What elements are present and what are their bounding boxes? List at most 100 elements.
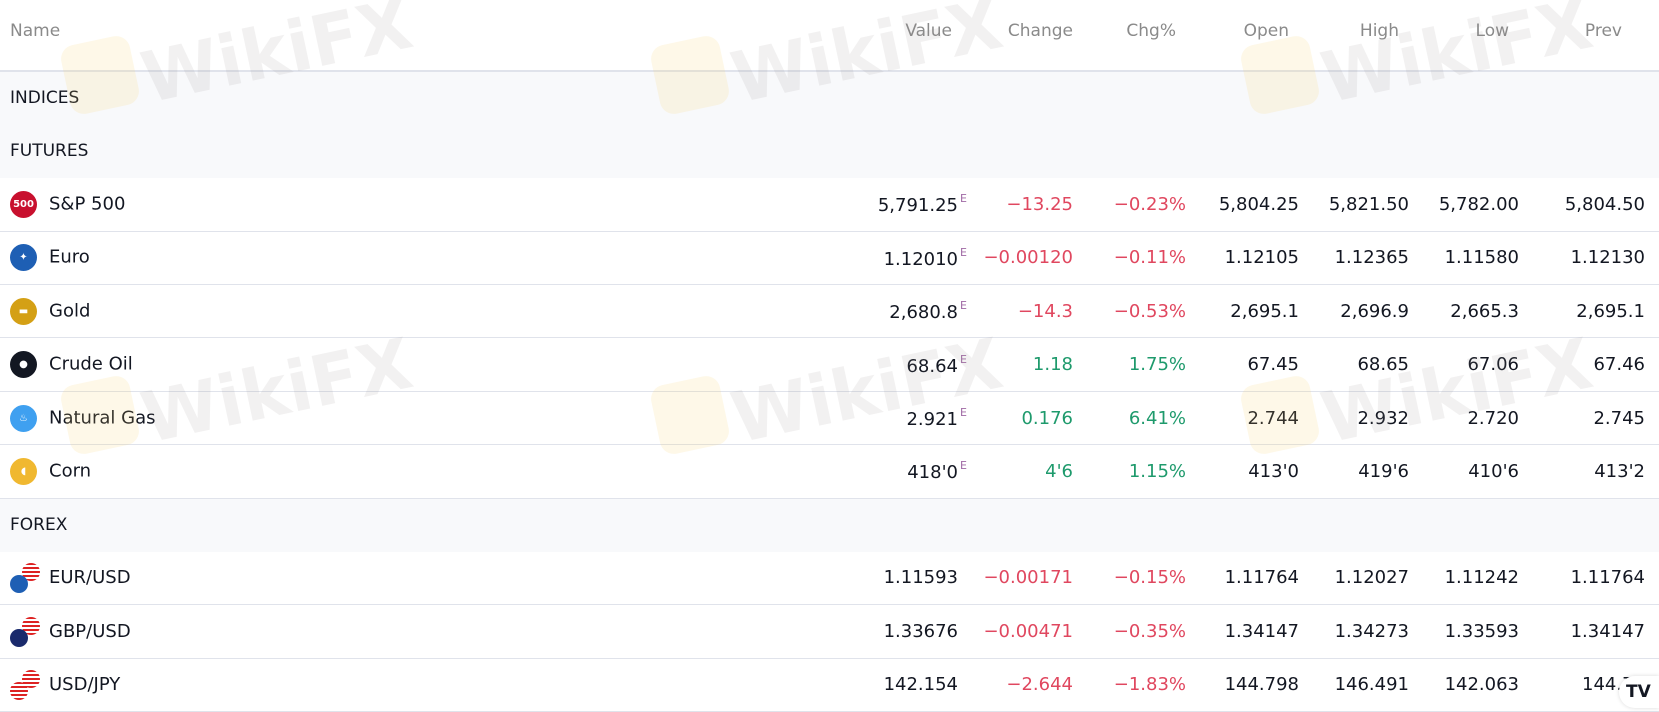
- col-value[interactable]: Value: [780, 0, 970, 72]
- value-cell: 418'0 E: [780, 444, 970, 499]
- col-open[interactable]: Open: [1196, 0, 1308, 72]
- high-cell: 68.65: [1308, 337, 1420, 392]
- symbol-cell[interactable]: EUR/USD: [0, 551, 780, 606]
- watermark-logo: [1238, 33, 1322, 117]
- symbol-name[interactable]: EUR/USD: [49, 566, 131, 588]
- table-row[interactable]: ● Crude Oil 68.64 E 1.18 1.75% 67.45 68.65…: [0, 337, 1659, 392]
- table-row[interactable]: ✦ Euro 1.12010 E −0.00120 −0.11% 1.12105 1…: [0, 231, 1659, 286]
- col-change[interactable]: Change: [970, 0, 1082, 72]
- symbol-name[interactable]: Gold: [49, 300, 91, 322]
- high-cell: 5,821.50: [1308, 177, 1420, 232]
- flame-icon: ♨: [10, 404, 37, 432]
- symbol-name[interactable]: USD/JPY: [49, 673, 121, 695]
- value-cell: 2,680.8 E: [780, 284, 970, 339]
- prev-cell: 1.11764: [1532, 551, 1659, 606]
- value-cell: 1.11593: [780, 551, 970, 606]
- gold-icon: ▬: [10, 297, 37, 325]
- symbol-cell[interactable]: ● Crude Oil: [0, 337, 780, 392]
- chg-pct-cell: 1.15%: [1082, 444, 1196, 499]
- high-cell: 1.12365: [1308, 231, 1420, 286]
- symbol-cell[interactable]: ♨ Natural Gas: [0, 391, 780, 446]
- col-high[interactable]: High: [1308, 0, 1420, 72]
- oil-drop-icon: ●: [10, 351, 37, 379]
- section-indices[interactable]: INDICES: [0, 71, 1659, 125]
- high-cell: 419'6: [1308, 444, 1420, 499]
- chg-pct-cell: −1.83%: [1082, 658, 1196, 712]
- section-futures[interactable]: FUTURES: [0, 124, 1659, 178]
- col-name[interactable]: Name: [0, 0, 780, 72]
- prev-cell: 2.745: [1532, 391, 1659, 446]
- symbol-cell[interactable]: GBP/USD: [0, 604, 780, 659]
- open-cell: 2,695.1: [1196, 284, 1308, 339]
- table-row[interactable]: ♨ Natural Gas 2.921 E 0.176 6.41% 2.744 2.…: [0, 391, 1659, 446]
- open-cell: 1.12105: [1196, 231, 1308, 286]
- table-row[interactable]: 500 S&P 500 5,791.25 E −13.25 −0.23% 5,804…: [0, 177, 1659, 232]
- tradingview-logo[interactable]: TV: [1619, 676, 1659, 708]
- high-cell: 1.12027: [1308, 551, 1420, 606]
- delayed-flag: E: [960, 245, 967, 259]
- delayed-flag: E: [960, 459, 967, 473]
- open-cell: 67.45: [1196, 337, 1308, 392]
- symbol-cell[interactable]: USD/JPY: [0, 658, 780, 712]
- change-cell: −2.644: [970, 658, 1082, 712]
- prev-cell: 2,695.1: [1532, 284, 1659, 339]
- prev-cell: 1.12130: [1532, 231, 1659, 286]
- chg-pct-cell: 1.75%: [1082, 337, 1196, 392]
- table-row[interactable]: GBP/USD 1.33676 −0.00471 −0.35% 1.34147 …: [0, 604, 1659, 659]
- value-cell: 1.33676: [780, 604, 970, 659]
- table-row[interactable]: ◖ Corn 418'0 E 4'6 1.15% 413'0 419'6 410'6…: [0, 444, 1659, 499]
- low-cell: 410'6: [1420, 444, 1532, 499]
- low-cell: 2,665.3: [1420, 284, 1532, 339]
- table-row[interactable]: ▬ Gold 2,680.8 E −14.3 −0.53% 2,695.1 2,69…: [0, 284, 1659, 339]
- chg-pct-cell: −0.15%: [1082, 551, 1196, 606]
- symbol-name[interactable]: GBP/USD: [49, 620, 131, 642]
- low-cell: 1.11242: [1420, 551, 1532, 606]
- open-cell: 2.744: [1196, 391, 1308, 446]
- symbol-cell[interactable]: ▬ Gold: [0, 284, 780, 339]
- watermark-logo: [58, 33, 142, 117]
- prev-cell: 1.34147: [1532, 604, 1659, 659]
- symbol-name[interactable]: Corn: [49, 460, 92, 482]
- sp500-icon: 500: [10, 190, 37, 218]
- change-cell: 4'6: [970, 444, 1082, 499]
- watermark-logo: [1238, 373, 1322, 457]
- low-cell: 1.11580: [1420, 231, 1532, 286]
- open-cell: 1.34147: [1196, 604, 1308, 659]
- col-low[interactable]: Low: [1420, 0, 1532, 72]
- table-row[interactable]: EUR/USD 1.11593 −0.00171 −0.15% 1.11764 …: [0, 551, 1659, 606]
- low-cell: 5,782.00: [1420, 177, 1532, 232]
- chg-pct-cell: −0.53%: [1082, 284, 1196, 339]
- symbol-cell[interactable]: ◖ Corn: [0, 444, 780, 499]
- high-cell: 2.932: [1308, 391, 1420, 446]
- prev-cell: 67.46: [1532, 337, 1659, 392]
- symbol-name[interactable]: S&P 500: [49, 193, 126, 215]
- prev-cell: 5,804.50: [1532, 177, 1659, 232]
- watermark-logo: [648, 373, 732, 457]
- chg-pct-cell: −0.35%: [1082, 604, 1196, 659]
- euro-icon: ✦: [10, 244, 37, 272]
- symbol-name[interactable]: Euro: [49, 246, 90, 268]
- chg-pct-cell: 6.41%: [1082, 391, 1196, 446]
- eur-usd-flags-icon: [10, 562, 40, 593]
- open-cell: 413'0: [1196, 444, 1308, 499]
- corn-icon: ◖: [10, 457, 37, 485]
- symbol-cell[interactable]: ✦ Euro: [0, 231, 780, 286]
- symbol-name[interactable]: Natural Gas: [49, 407, 156, 429]
- section-forex[interactable]: FOREX: [0, 498, 1659, 552]
- low-cell: 1.33593: [1420, 604, 1532, 659]
- delayed-flag: E: [960, 299, 967, 313]
- symbol-name[interactable]: Crude Oil: [49, 353, 133, 375]
- open-cell: 1.11764: [1196, 551, 1308, 606]
- watermark-logo: [648, 33, 732, 117]
- value-cell: 2.921 E: [780, 391, 970, 446]
- change-cell: −0.00120: [970, 231, 1082, 286]
- high-cell: 146.491: [1308, 658, 1420, 712]
- col-prev[interactable]: Prev: [1532, 0, 1659, 72]
- col-chg-pct[interactable]: Chg%: [1082, 0, 1196, 72]
- open-cell: 144.798: [1196, 658, 1308, 712]
- symbol-cell[interactable]: 500 S&P 500: [0, 177, 780, 232]
- table-row[interactable]: USD/JPY 142.154 −2.644 −1.83% 144.798 14…: [0, 658, 1659, 712]
- delayed-flag: E: [960, 406, 967, 420]
- gbp-usd-flags-icon: [10, 616, 40, 647]
- change-cell: 1.18: [970, 337, 1082, 392]
